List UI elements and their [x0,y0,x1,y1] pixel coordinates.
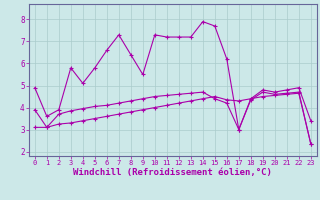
X-axis label: Windchill (Refroidissement éolien,°C): Windchill (Refroidissement éolien,°C) [73,168,272,177]
